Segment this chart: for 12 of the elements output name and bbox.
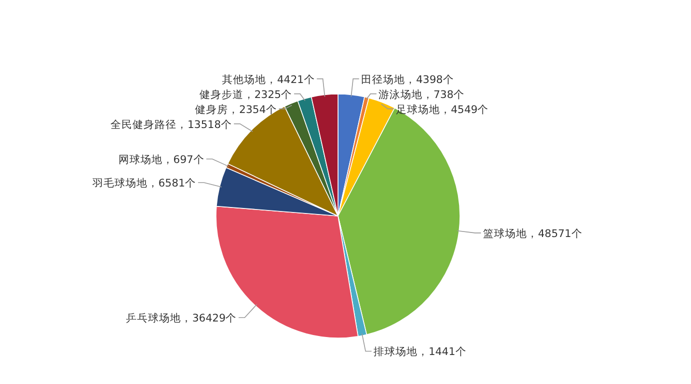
- slice-label: 篮球场地，48571个: [482, 226, 582, 240]
- slice-label: 羽毛球场地，6581个: [92, 176, 196, 190]
- slice-label: 游泳场地，738个: [378, 88, 465, 101]
- slice-label: 乒乓球场地，36429个: [126, 312, 237, 325]
- slice-label: 排球场地，1441个: [374, 345, 466, 358]
- slice-label: 网球场地，697个: [118, 153, 204, 166]
- slice-label: 全民健身路径，13518个: [110, 118, 232, 131]
- slice-label: 健身房，2354个: [195, 102, 277, 116]
- slice-label: 健身步道，2325个: [199, 88, 292, 101]
- slice-label: 足球场地，4549个: [396, 102, 489, 116]
- slice-label: 田径场地，4398个: [361, 72, 454, 86]
- slice-label: 其他场地，4421个: [222, 72, 315, 86]
